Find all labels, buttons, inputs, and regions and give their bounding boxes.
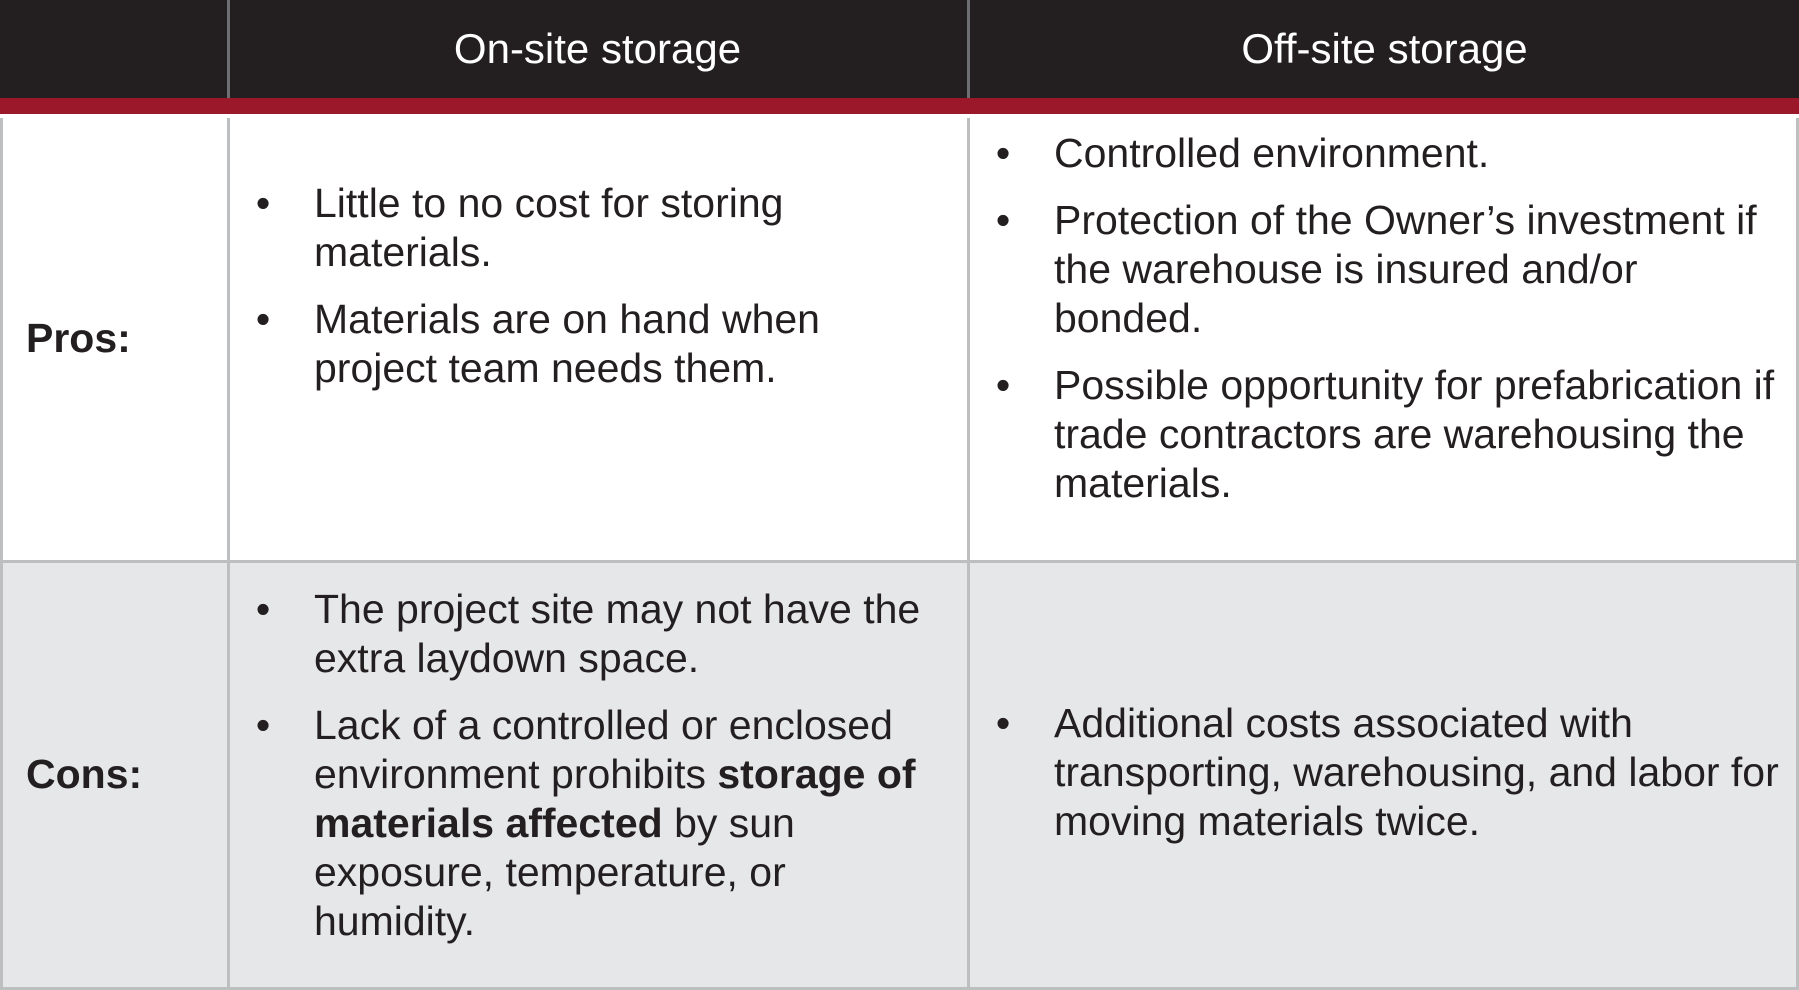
column-divider — [227, 0, 230, 98]
pros-label: Pros: — [26, 315, 131, 361]
header-off-site-storage: Off-site storage — [1241, 25, 1528, 72]
cons-offsite-list: Additional costs associated with transpo… — [988, 699, 1788, 864]
list-item: Additional costs associated with transpo… — [988, 699, 1788, 846]
list-item: The project site may not have the extra … — [248, 585, 953, 683]
cons-row: Cons: The project site may not have the … — [0, 563, 1799, 990]
pros-onsite-list: Little to no cost for storing materials.… — [248, 179, 948, 411]
cons-onsite-list: The project site may not have the extra … — [248, 585, 953, 964]
column-divider — [967, 0, 970, 98]
table-border-bottom — [0, 987, 1799, 990]
column-divider — [967, 118, 970, 990]
list-item: Materials are on hand when project team … — [248, 295, 948, 393]
table-border-left — [0, 118, 3, 990]
cons-label: Cons: — [26, 751, 143, 797]
pros-row: Pros: Little to no cost for storing mate… — [0, 114, 1799, 561]
list-item: Protection of the Owner’s investment if … — [988, 196, 1788, 343]
pros-offsite-list: Controlled environment. Protection of th… — [988, 129, 1788, 526]
column-divider — [227, 118, 230, 990]
table-border-right — [1796, 118, 1799, 990]
list-item: Little to no cost for storing materials. — [248, 179, 948, 277]
list-item: Possible opportunity for prefabrication … — [988, 361, 1788, 508]
list-item: Controlled environment. — [988, 129, 1788, 178]
header-on-site-storage: On-site storage — [453, 25, 742, 72]
table-header: On-site storage Off-site storage — [0, 0, 1799, 98]
accent-band — [0, 98, 1799, 114]
list-item: Lack of a controlled or enclosed environ… — [248, 701, 953, 946]
row-divider — [0, 560, 1799, 563]
